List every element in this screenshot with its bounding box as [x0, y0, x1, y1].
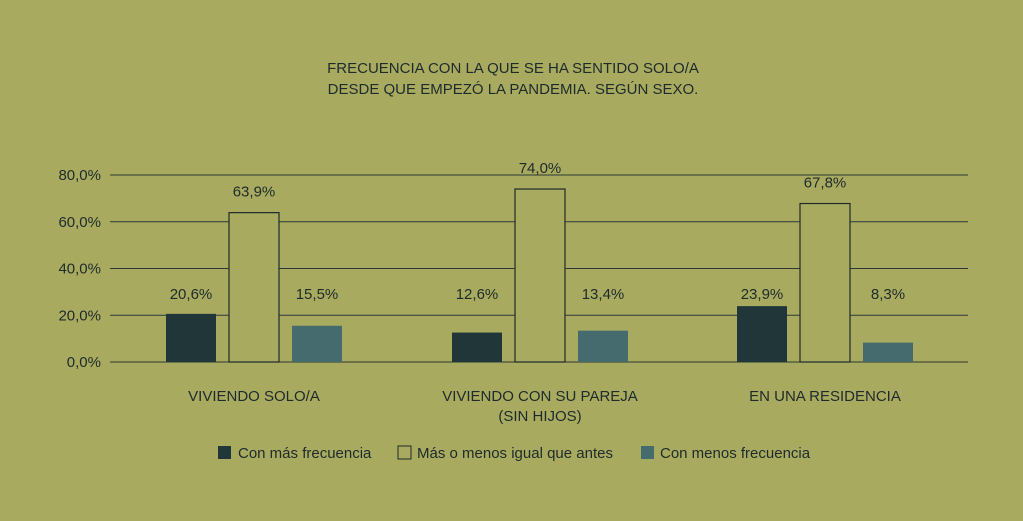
data-label: 67,8%: [804, 175, 847, 192]
data-label: 23,9%: [741, 286, 784, 303]
legend-swatch: [218, 446, 231, 459]
bar: [452, 332, 502, 362]
bar: [292, 325, 342, 362]
legend-label: Con menos frecuencia: [660, 445, 811, 462]
legend: Con más frecuencia Más o menos igual que …: [218, 445, 811, 462]
bar: [737, 306, 787, 362]
data-label: 12,6%: [456, 286, 499, 303]
bar: [799, 202, 851, 363]
legend-swatch: [641, 446, 654, 459]
plot-area: 0,0% 20,0% 40,0% 60,0% 80,0% 20,6% 12,6% 23,9% 6…: [58, 160, 968, 425]
x-category-label: VIVIENDO SOLO/A: [188, 388, 320, 405]
legend-label: Con más frecuencia: [238, 445, 372, 462]
bar: [578, 330, 628, 362]
y-tick-label: 80,0%: [58, 167, 101, 184]
x-category-label: VIVIENDO CON SU PAREJA: [442, 388, 638, 405]
bar: [166, 313, 216, 362]
data-label: 63,9%: [233, 184, 276, 201]
chart-title-line-1: FRECUENCIA CON LA QUE SE HA SENTIDO SOLO…: [327, 60, 699, 77]
legend-label: Más o menos igual que antes: [417, 445, 613, 462]
data-label: 15,5%: [296, 286, 339, 303]
chart-title-line-2: DESDE QUE EMPEZÓ LA PANDEMIA. SEGÚN SEXO…: [328, 81, 699, 98]
y-tick-label: 20,0%: [58, 307, 101, 324]
x-category-label: (SIN HIJOS): [498, 408, 581, 425]
y-tick-label: 60,0%: [58, 214, 101, 231]
x-category-label: EN UNA RESIDENCIA: [749, 388, 901, 405]
bar: [228, 212, 280, 363]
bar: [863, 342, 913, 362]
y-tick-label: 0,0%: [67, 354, 101, 371]
data-label: 74,0%: [519, 160, 562, 177]
data-label: 13,4%: [582, 286, 625, 303]
data-label: 20,6%: [170, 286, 213, 303]
bar: [514, 188, 566, 363]
legend-swatch: [397, 445, 412, 460]
data-label: 8,3%: [871, 286, 905, 303]
y-tick-label: 40,0%: [58, 261, 101, 278]
